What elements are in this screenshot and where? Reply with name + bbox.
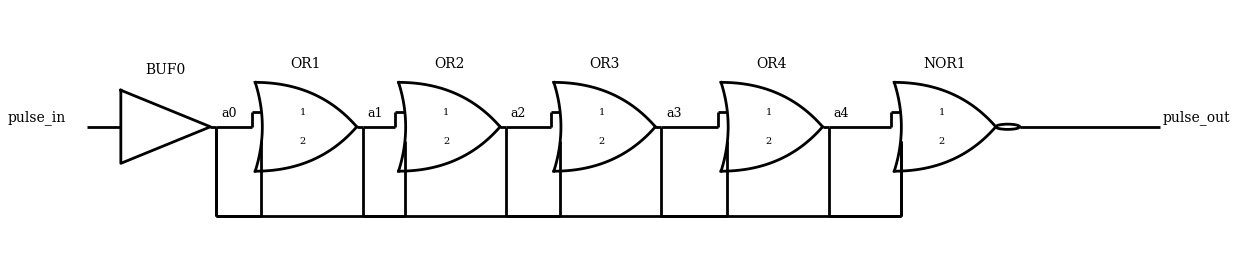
- Text: 2: 2: [765, 137, 773, 146]
- Text: 1: 1: [765, 108, 773, 117]
- Text: 1: 1: [300, 108, 306, 117]
- Text: a1: a1: [368, 107, 383, 120]
- Text: NOR1: NOR1: [924, 56, 967, 70]
- Text: a4: a4: [833, 107, 849, 120]
- Text: 2: 2: [443, 137, 449, 146]
- Text: 1: 1: [598, 108, 604, 117]
- Text: OR4: OR4: [756, 56, 787, 70]
- Text: OR3: OR3: [589, 56, 620, 70]
- Text: 2: 2: [938, 137, 945, 146]
- Text: a3: a3: [666, 107, 682, 120]
- Text: OR1: OR1: [291, 56, 321, 70]
- Text: OR2: OR2: [435, 56, 464, 70]
- Text: 2: 2: [300, 137, 306, 146]
- Text: a0: a0: [222, 107, 236, 120]
- Text: 2: 2: [598, 137, 604, 146]
- Text: a2: a2: [511, 107, 526, 120]
- Text: pulse_out: pulse_out: [1162, 111, 1231, 125]
- Text: 1: 1: [938, 108, 945, 117]
- Text: BUF0: BUF0: [146, 63, 186, 77]
- Text: 1: 1: [443, 108, 449, 117]
- Text: pulse_in: pulse_in: [7, 111, 66, 125]
